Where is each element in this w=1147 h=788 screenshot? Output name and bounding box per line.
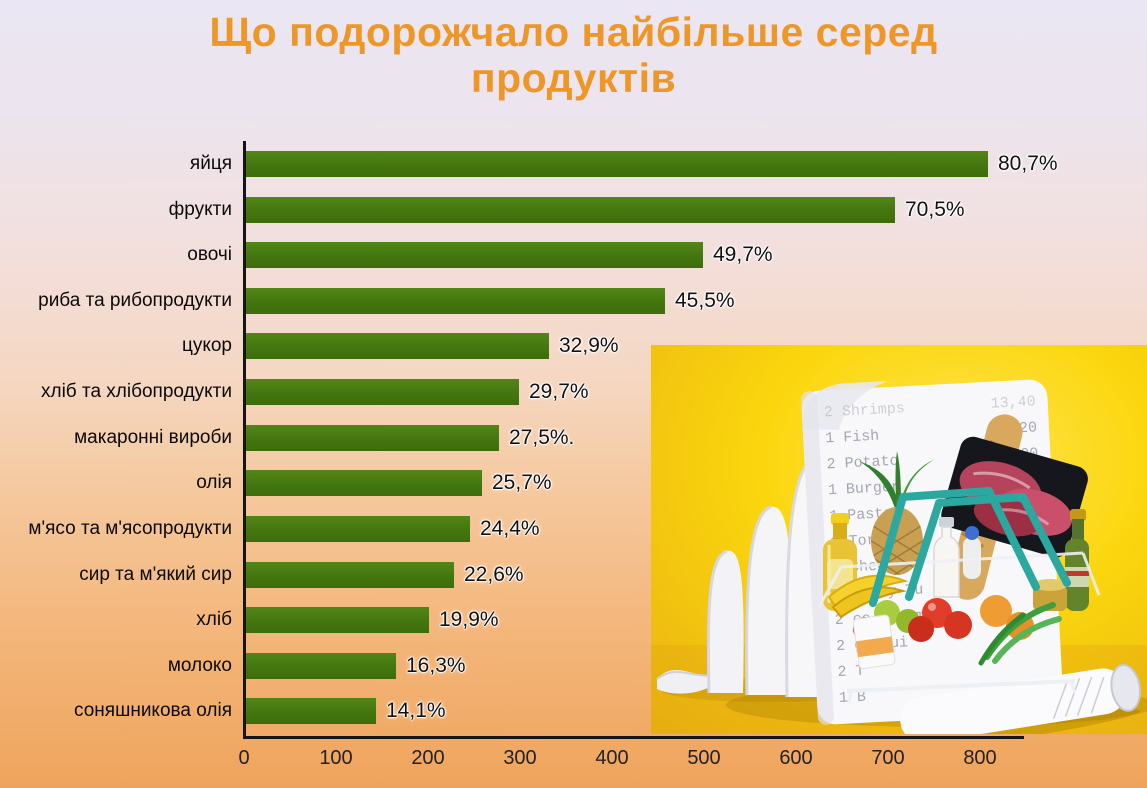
- x-tick-label: 500: [687, 747, 721, 769]
- bar: [246, 287, 665, 314]
- bar: [246, 196, 895, 223]
- svg-text:2 Shrimps: 2 Shrimps: [823, 400, 905, 421]
- value-label: 45,5%: [675, 288, 735, 312]
- value-label: 32,9%: [559, 334, 619, 358]
- bar-row: хліб 19,9%: [0, 607, 1147, 634]
- svg-text:1 Burger: 1 Burger: [828, 479, 901, 500]
- title-line-2: продуктів: [470, 54, 677, 101]
- bar: [246, 698, 376, 725]
- category-label: хліб: [196, 609, 232, 631]
- bar-row: олія 25,7%: [0, 470, 1147, 497]
- svg-text:2 T: 2 T: [837, 663, 865, 681]
- category-label: сир та м'який сир: [79, 563, 232, 585]
- water-bottle: [963, 526, 981, 579]
- bar-row: фрукти 70,5%: [0, 196, 1147, 223]
- category-label: олія: [196, 472, 232, 494]
- x-tick-label: 800: [963, 747, 997, 769]
- category-label: фрукти: [168, 198, 232, 220]
- x-tick-label: 200: [411, 747, 445, 769]
- value-label: 49,7%: [713, 243, 773, 267]
- bar: [246, 379, 519, 406]
- category-label: соняшникова олія: [74, 700, 232, 722]
- bar: [246, 515, 470, 542]
- category-label: цукор: [181, 335, 232, 357]
- value-label: 70,5%: [905, 197, 965, 221]
- bar-row: овочі 49,7%: [0, 242, 1147, 269]
- svg-text:1 B: 1 B: [838, 689, 866, 707]
- value-label: 14,1%: [386, 699, 446, 723]
- category-label: риба та рибопродукти: [38, 289, 232, 311]
- category-label: овочі: [187, 244, 232, 266]
- bar: [246, 470, 482, 497]
- bar-row: риба та рибопродукти 45,5%: [0, 287, 1147, 314]
- x-tick-label: 100: [319, 747, 353, 769]
- value-label: 16,3%: [406, 653, 466, 677]
- canned-jar: [1033, 579, 1067, 611]
- value-label: 27,5%.: [509, 425, 575, 449]
- category-label: молоко: [167, 654, 232, 676]
- x-tick-label: 0: [238, 747, 250, 769]
- bar-row: макаронні вироби 27,5%.: [0, 424, 1147, 451]
- bar-row: м'ясо та м'ясопродукти 24,4%: [0, 515, 1147, 542]
- value-label: 29,7%: [529, 380, 589, 404]
- bar: [246, 242, 703, 269]
- bar-row: молоко 16,3%: [0, 652, 1147, 679]
- bar: [246, 424, 499, 451]
- bar: [246, 151, 988, 177]
- page-title: Що подорожчало найбільше серед продуктів: [0, 9, 1147, 102]
- bar: [246, 561, 454, 588]
- orange-fruit: [980, 595, 1012, 627]
- bar: [246, 652, 396, 679]
- bar-row: яйця 80,7%: [0, 151, 1147, 177]
- basket-handles: [869, 487, 1071, 607]
- category-label: м'ясо та м'ясопродукти: [28, 517, 232, 539]
- value-label: 22,6%: [464, 562, 524, 586]
- bar-row: цукор 32,9%: [0, 333, 1147, 360]
- value-label: 24,4%: [480, 516, 540, 540]
- category-label: макаронні вироби: [74, 426, 232, 448]
- tomatoes: [908, 598, 972, 642]
- value-label: 80,7%: [998, 152, 1058, 175]
- receipt-roll: [893, 664, 1142, 734]
- svg-text:1 Fish: 1 Fish: [825, 428, 880, 448]
- category-label: хліб та хлібопродукти: [41, 381, 232, 403]
- x-tick-label: 300: [503, 747, 537, 769]
- bar: [246, 333, 549, 360]
- x-tick-label: 600: [779, 747, 813, 769]
- title-line-1: Що подорожчало найбільше серед: [209, 9, 938, 55]
- x-tick-label: 400: [595, 747, 629, 769]
- y-axis-line: [243, 141, 246, 737]
- svg-text:13,40: 13,40: [990, 393, 1036, 412]
- bar-row: сир та м'який сир 22,6%: [0, 561, 1147, 588]
- category-label: яйця: [189, 153, 232, 174]
- value-label: 25,7%: [492, 471, 552, 495]
- juice-carton: [852, 614, 896, 670]
- x-tick-label: 700: [871, 747, 905, 769]
- value-label: 19,9%: [439, 608, 499, 632]
- bar-row: хліб та хлібопродукти 29,7%: [0, 379, 1147, 406]
- bananas: [827, 574, 909, 619]
- shopping-basket: [817, 414, 1101, 704]
- bar: [246, 607, 429, 634]
- scallion-greens: [978, 602, 1062, 666]
- bar-row: соняшникова олія 14,1%: [0, 698, 1147, 725]
- x-axis-line: [243, 736, 1024, 739]
